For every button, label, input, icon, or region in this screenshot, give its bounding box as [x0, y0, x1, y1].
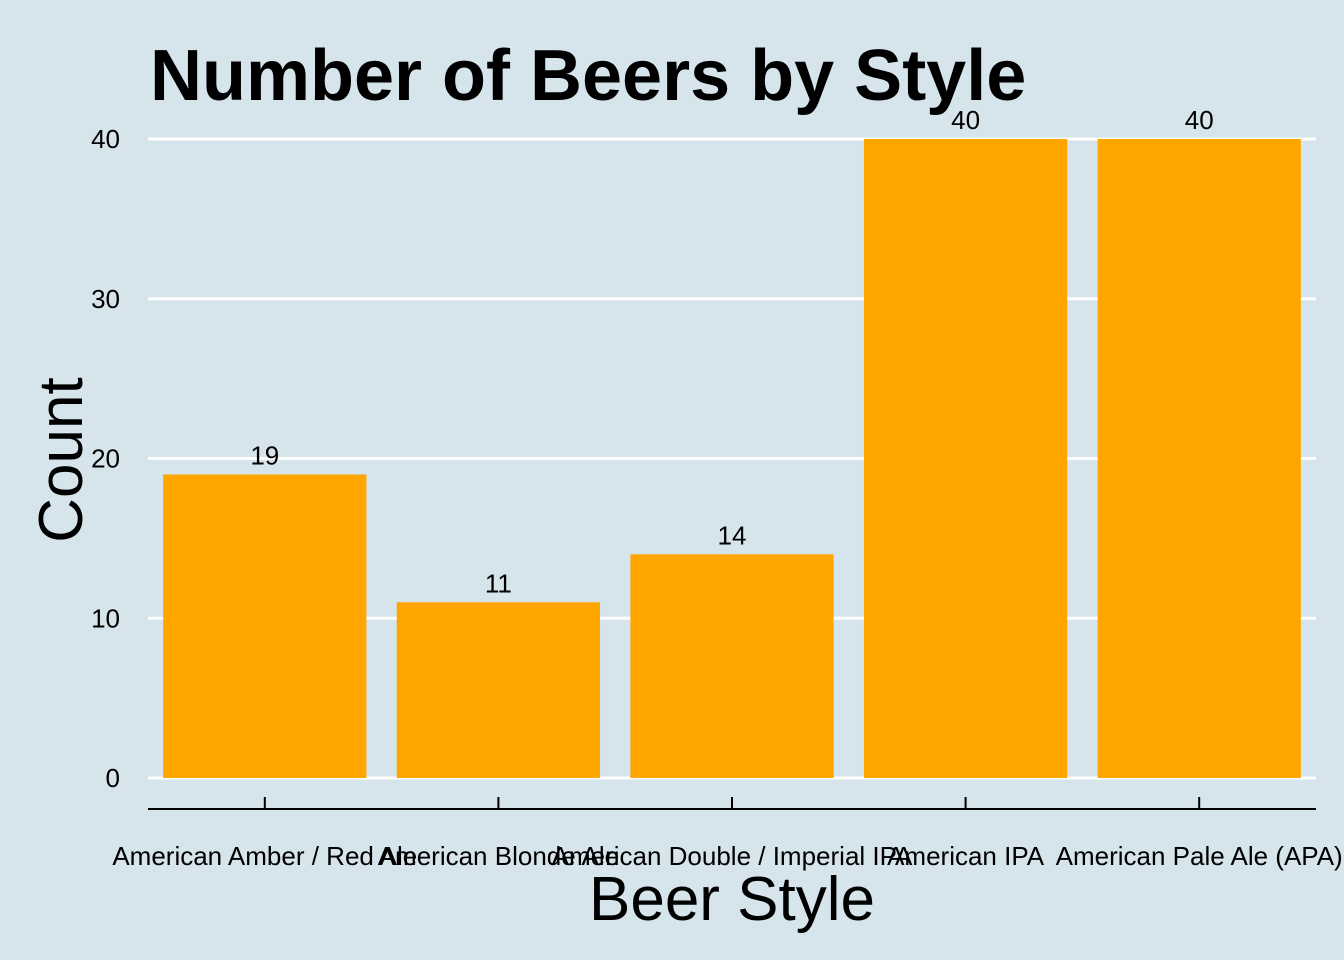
- bar: [630, 554, 834, 778]
- x-tick-label: American IPA: [887, 841, 1045, 871]
- x-tick-label: American Pale Ale (APA): [1056, 841, 1343, 871]
- data-label: 19: [250, 440, 279, 470]
- y-tick-label: 20: [91, 444, 120, 474]
- data-label: 11: [485, 568, 512, 598]
- bar: [1097, 139, 1301, 778]
- bar: [396, 602, 601, 778]
- y-tick-label: 30: [91, 284, 120, 314]
- data-labels: 19 11 14 40 40: [250, 105, 1213, 598]
- x-tick-label: American Double / Imperial IPA: [552, 841, 913, 871]
- x-tick-label: American Amber / Red Ale: [112, 841, 417, 871]
- x-tick-label: American Blonde Ale: [378, 841, 619, 871]
- bar: [863, 139, 1068, 778]
- y-tick-label: 40: [91, 124, 120, 154]
- y-axis-title: Count: [27, 377, 96, 542]
- data-label: 40: [1185, 105, 1214, 135]
- bars: [163, 139, 1301, 778]
- bar: [163, 474, 367, 778]
- y-tick-label: 10: [91, 603, 120, 633]
- x-axis-title: Beer Style: [589, 865, 875, 934]
- y-axis-ticks: 0 10 20 30 40: [91, 124, 120, 793]
- data-label: 14: [718, 520, 747, 550]
- chart-title: Number of Beers by Style: [150, 36, 1026, 116]
- data-label: 40: [951, 105, 980, 135]
- y-tick-label: 0: [106, 763, 120, 793]
